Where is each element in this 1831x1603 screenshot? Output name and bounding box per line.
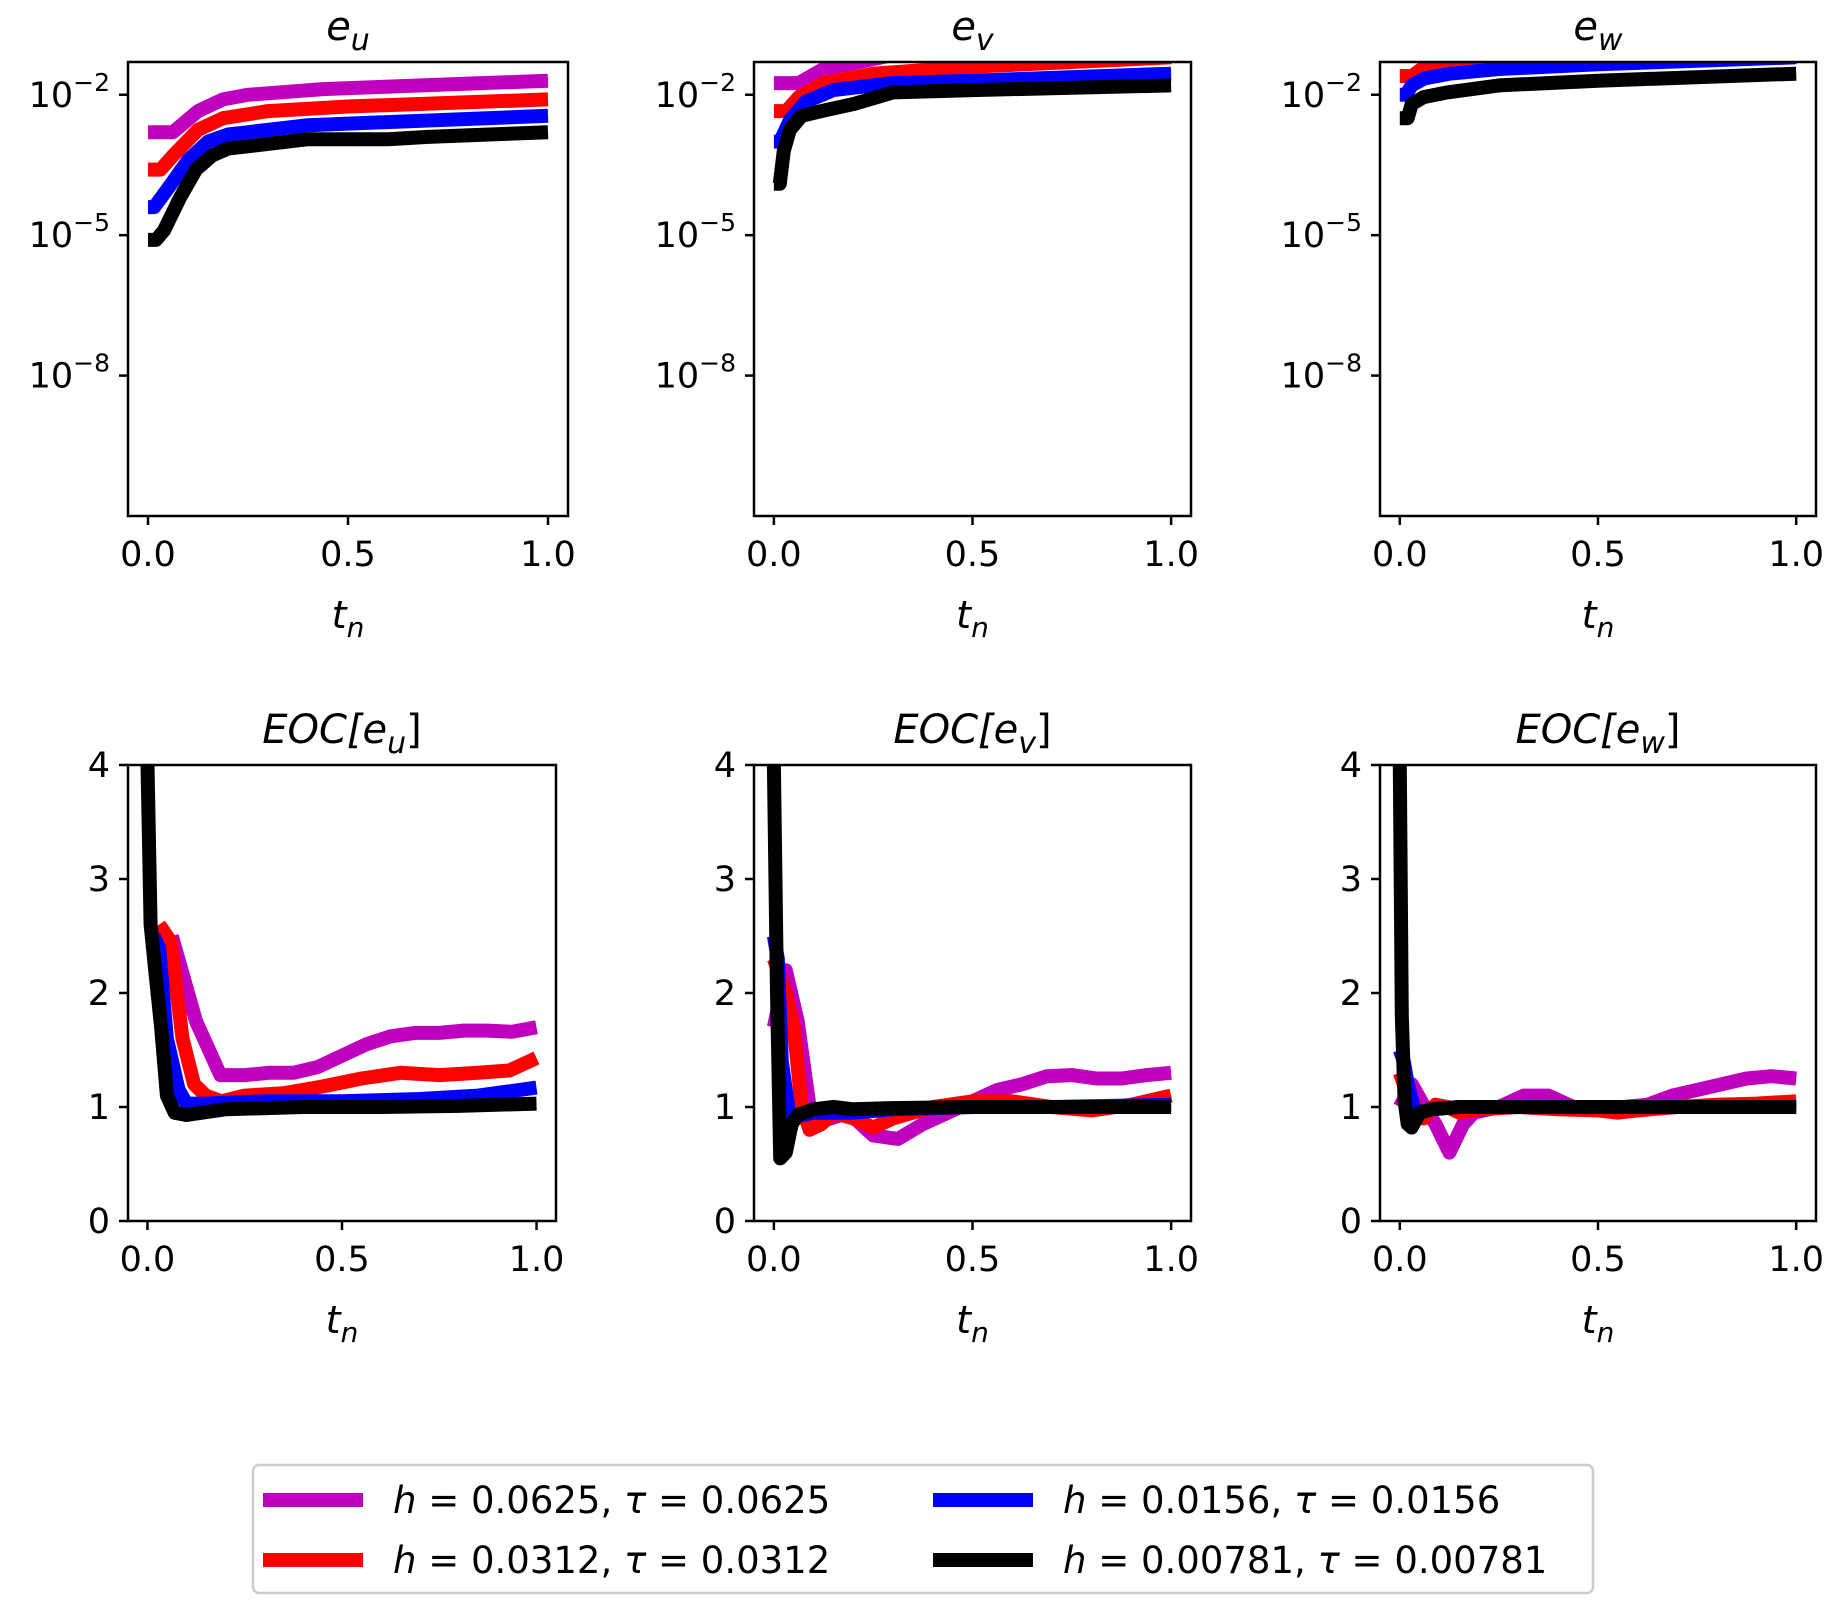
y-tick-label: 10−8 [29,349,110,397]
x-axis-title: tn [956,593,989,644]
panel-title: EOC[ew] [1515,707,1680,761]
series-group [772,62,1172,191]
series-line-h-0-0156-0-0156 [147,108,549,215]
series-line-h-0-0156-0-0156 [1399,62,1797,102]
y-tick-label: 0 [714,1202,736,1242]
series-line-h-0-0312-0-0312 [148,92,549,177]
x-tick-label: 0.5 [945,1240,1001,1280]
x-axis-title: tn [956,1298,989,1349]
legend-item: h = 0.0156, τ = 0.0156 [933,1479,1500,1522]
panel-eoc_e_v: 0.0 0.5 1.0 0 1 2 3 4 tn EOC[ev] [714,707,1199,1349]
y-tick-label: 10−2 [1281,68,1362,116]
x-tick-label: 0.5 [1570,535,1626,575]
x-tick-label: 1.0 [1143,535,1199,575]
y-tick-label: 2 [1340,974,1362,1014]
legend-label: h = 0.0625, τ = 0.0625 [393,1479,830,1522]
plot-frame [752,60,1193,518]
x-tick-label: 1.0 [1768,1240,1824,1280]
series-group [766,765,1173,1166]
series-line-h-0-0156-0-0156 [767,934,1172,1126]
x-tick-label: 1.0 [509,1240,565,1280]
x-axis-title: tn [1582,593,1615,644]
panel-title: EOC[eu] [262,707,422,761]
x-tick-label: 0.5 [945,535,1001,575]
panel-title: eu [326,4,370,58]
y-tick-label: 1 [88,1088,110,1128]
x-tick-label: 0.5 [1570,1240,1626,1280]
x-tick-label: 1.0 [1768,535,1824,575]
x-tick-label: 0.0 [120,535,176,575]
series-group [147,73,549,247]
panel-title: ew [1573,4,1623,58]
plot-frame [752,763,1193,1223]
x-tick-label: 0.5 [320,535,376,575]
series-line-h-0-0625-0-0625 [165,934,538,1083]
x-tick-label: 0.0 [746,535,802,575]
panel-eoc_e_w: 0.0 0.5 1.0 0 1 2 3 4 tn EOC[ew] [1340,707,1824,1349]
y-tick-label: 3 [1340,860,1362,900]
y-tick-label: 4 [714,746,736,786]
x-tick-label: 0.0 [746,1240,802,1280]
series-line-h-0-00781-0-00781 [772,78,1172,191]
y-tick-label: 10−8 [1281,349,1362,397]
y-tick-label: 1 [714,1088,736,1128]
series-line-h-0-00781-0-00781 [148,125,549,247]
legend-item: h = 0.0625, τ = 0.0625 [263,1479,830,1522]
series-line-h-0-0625-0-0625 [148,73,549,140]
x-tick-label: 0.5 [314,1240,370,1280]
x-axis-title: tn [326,1298,359,1349]
y-tick-label: 10−2 [655,68,736,116]
series-group [1392,765,1797,1160]
y-tick-label: 3 [88,860,110,900]
panel-e_v: 0.0 0.5 1.0 10−2 10−5 10−8 tn ev [655,4,1199,644]
y-tick-label: 10−8 [655,349,736,397]
series-line-h-0-00781-0-00781 [766,765,1172,1166]
y-tick-label: 2 [88,974,110,1014]
x-axis-title: tn [332,593,365,644]
x-tick-label: 0.0 [1372,1240,1428,1280]
panel-eoc_e_u: 0.0 0.5 1.0 0 1 2 3 4 tn EOC[eu] [88,707,565,1349]
series-group [1399,62,1797,126]
legend: h = 0.0625, τ = 0.0625 h = 0.0312, τ = 0.… [251,1463,1595,1595]
legend-item: h = 0.00781, τ = 0.00781 [933,1539,1547,1582]
y-tick-label: 4 [1340,746,1362,786]
legend-box [251,1463,1595,1595]
y-tick-label: 10−5 [1281,208,1362,256]
legend-label: h = 0.00781, τ = 0.00781 [1063,1539,1547,1582]
y-tick-label: 1 [1340,1088,1362,1128]
x-axis-title: tn [1582,1298,1615,1349]
y-tick-label: 3 [714,860,736,900]
legend-label: h = 0.0312, τ = 0.0312 [393,1539,830,1582]
panel-title: ev [951,4,995,58]
legend-item: h = 0.0312, τ = 0.0312 [263,1539,830,1582]
x-tick-label: 1.0 [1143,1240,1199,1280]
series-line-h-0-0312-0-0312 [153,920,540,1109]
series-line-h-0-0625-0-0625 [773,62,894,91]
series-line-h-0-0312-0-0312 [1399,62,1500,83]
series-group [140,765,540,1122]
plot-frame [1378,60,1818,518]
panel-e_u: 0.0 0.5 1.0 10−2 10−5 10−8 tn eu [29,4,576,644]
series-line-h-0-00781-0-00781 [1399,66,1797,126]
y-tick-label: 0 [88,1202,110,1242]
y-tick-label: 10−2 [29,68,110,116]
legend-label: h = 0.0156, τ = 0.0156 [1063,1479,1500,1522]
y-tick-label: 10−5 [655,208,736,256]
y-tick-label: 2 [714,974,736,1014]
y-tick-label: 0 [1340,1202,1362,1242]
series-line-h-0-00781-0-00781 [1392,765,1797,1135]
x-tick-label: 1.0 [520,535,576,575]
y-tick-label: 4 [88,746,110,786]
x-tick-label: 0.0 [1372,535,1428,575]
panel-title: EOC[ev] [893,707,1051,761]
y-tick-label: 10−5 [29,208,110,256]
series-line-h-0-00781-0-00781 [140,765,537,1122]
panel-e_w: 0.0 0.5 1.0 10−2 10−5 10−8 tn ew [1281,4,1824,644]
series-line-h-0-0312-0-0312 [773,62,1172,119]
x-tick-label: 0.0 [120,1240,176,1280]
